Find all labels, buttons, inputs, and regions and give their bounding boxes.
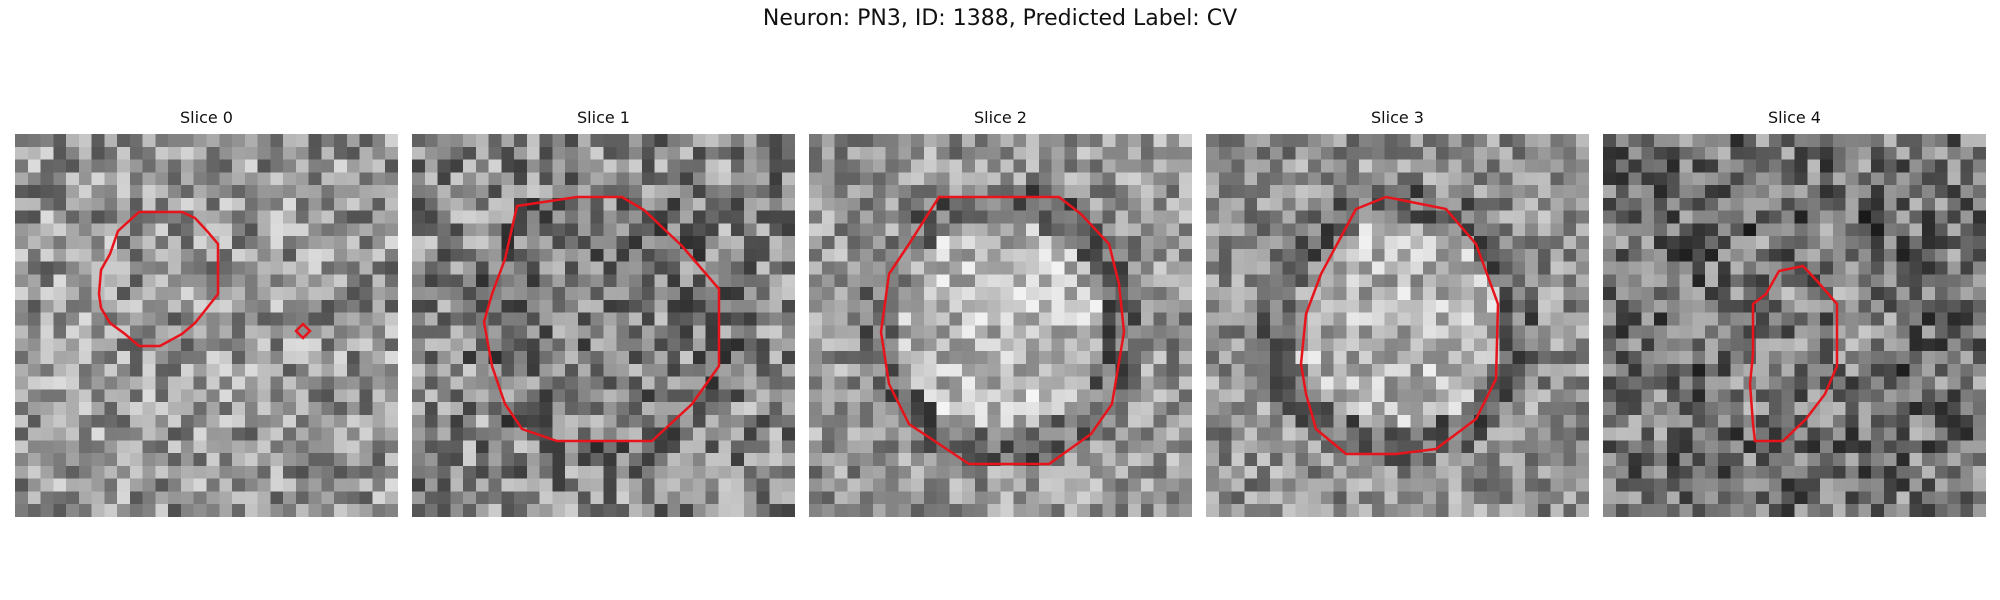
roi-contour-overlay bbox=[879, 195, 1126, 466]
roi-contour bbox=[1299, 195, 1500, 456]
slice-panel-4: Slice 4 bbox=[1603, 108, 1986, 517]
roi-contour bbox=[1748, 264, 1839, 443]
slice-title: Slice 4 bbox=[1768, 108, 1821, 127]
roi-contour bbox=[97, 210, 220, 348]
slice-title: Slice 3 bbox=[1371, 108, 1424, 127]
roi-contour-small bbox=[294, 322, 312, 340]
roi-contour-overlay bbox=[97, 210, 312, 348]
figure-title: Neuron: PN3, ID: 1388, Predicted Label: … bbox=[762, 6, 1238, 31]
roi-contour-overlay bbox=[1299, 195, 1500, 456]
roi-contour-overlay bbox=[1748, 264, 1839, 443]
slice-panel-1: Slice 1 bbox=[412, 108, 795, 517]
roi-contour bbox=[482, 195, 721, 443]
grayscale-slice-image bbox=[1603, 134, 1986, 517]
slice-panel-0: Slice 0 bbox=[15, 108, 398, 517]
slice-panel-2: Slice 2 bbox=[809, 108, 1192, 517]
slice-title: Slice 1 bbox=[577, 108, 630, 127]
grayscale-slice-image bbox=[15, 134, 398, 517]
slice-title: Slice 0 bbox=[180, 108, 233, 127]
slice-panel-3: Slice 3 bbox=[1206, 108, 1589, 517]
slice-title: Slice 2 bbox=[974, 108, 1027, 127]
roi-contour-overlay bbox=[482, 195, 721, 443]
roi-contour bbox=[879, 195, 1126, 466]
